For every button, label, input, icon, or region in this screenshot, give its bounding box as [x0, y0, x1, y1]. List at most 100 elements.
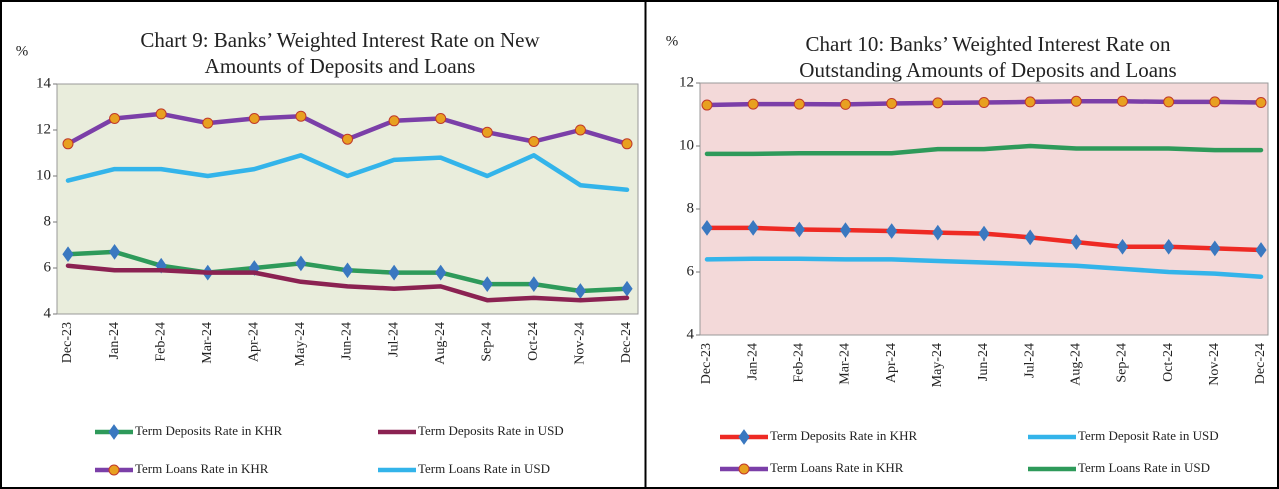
marker: [295, 255, 307, 272]
x-tick-label: Jan-24: [745, 343, 760, 380]
plot-area: [699, 82, 1269, 336]
marker: [388, 264, 400, 281]
x-tick-label: Dec-23: [60, 322, 75, 363]
marker: [886, 223, 898, 239]
x-tick-label: Nov-24: [573, 322, 588, 365]
x-tick-label: Aug-24: [1069, 343, 1084, 386]
marker: [1209, 96, 1221, 108]
marker: [738, 429, 750, 445]
marker: [1116, 238, 1129, 255]
legend-label: Term Deposits Rate in KHR: [770, 428, 917, 443]
marker: [701, 220, 713, 236]
x-tick-label: Feb-24: [153, 322, 168, 362]
series-line: [704, 256, 1264, 279]
x-tick-label: Apr-24: [247, 322, 262, 362]
marker: [248, 113, 260, 124]
marker: [435, 264, 447, 281]
x-tick-label: Dec-24: [1253, 343, 1268, 384]
x-tick-label: Mar-24: [200, 322, 215, 364]
marker: [528, 136, 540, 147]
chart-title: Chart 10: Banks’ Weighted Interest Rate …: [806, 32, 1171, 56]
x-tick-label: Sep-24: [479, 322, 494, 362]
chart: Chart 10: Banks’ Weighted Interest Rate …: [666, 32, 1269, 475]
series-line: [65, 153, 630, 193]
marker: [840, 98, 851, 110]
marker: [1163, 96, 1175, 108]
legend-label: Term Loans Rate in KHR: [135, 461, 269, 476]
marker: [1070, 234, 1082, 250]
x-tick-label: Aug-24: [433, 322, 448, 365]
marker: [435, 113, 447, 124]
y-axis-label: %: [16, 43, 29, 59]
y-tick-label: 8: [687, 200, 695, 216]
y-tick-label: 12: [36, 121, 51, 137]
marker: [1117, 95, 1128, 107]
x-tick-label: Nov-24: [1207, 343, 1222, 386]
chart-title: Outstanding Amounts of Deposits and Loan…: [799, 58, 1176, 82]
y-tick-label: 6: [687, 263, 695, 279]
marker: [574, 124, 586, 136]
marker: [62, 246, 74, 263]
marker: [108, 424, 120, 440]
chart-title: Chart 9: Banks’ Weighted Interest Rate o…: [140, 28, 540, 52]
marker: [747, 220, 759, 236]
x-tick-label: Oct-24: [526, 322, 541, 361]
marker: [341, 262, 354, 279]
y-tick-label: 10: [36, 167, 51, 183]
series-line: [704, 143, 1264, 157]
marker: [528, 276, 540, 292]
marker: [62, 138, 74, 150]
y-axis-label: %: [666, 33, 679, 49]
y-tick-label: 14: [36, 75, 52, 91]
chart: Chart 9: Banks’ Weighted Interest Rate o…: [16, 28, 639, 476]
marker: [481, 276, 493, 292]
marker: [108, 244, 121, 260]
marker: [793, 221, 805, 238]
marker: [1255, 242, 1267, 258]
y-tick-label: 6: [44, 259, 52, 275]
marker: [155, 108, 167, 120]
marker: [747, 98, 759, 110]
legend-label: Term Loans Rate in KHR: [770, 460, 904, 475]
y-tick-label: 8: [44, 213, 52, 229]
marker: [388, 115, 400, 127]
series-line: [65, 263, 630, 303]
marker: [481, 126, 493, 138]
chart-title: Amounts of Deposits and Loans: [205, 54, 476, 78]
plot-area: [56, 83, 639, 315]
x-tick-label: Dec-24: [619, 322, 634, 363]
legend-label: Term Deposits Rate in USD: [418, 423, 564, 438]
x-tick-label: Mar-24: [838, 343, 853, 385]
y-tick-label: 10: [679, 137, 694, 153]
marker: [621, 138, 633, 150]
marker: [1163, 238, 1175, 255]
x-tick-label: Feb-24: [792, 343, 807, 383]
marker: [978, 225, 990, 242]
marker: [202, 117, 214, 129]
marker: [932, 224, 944, 241]
marker: [886, 97, 898, 109]
x-tick-label: Jan-24: [107, 322, 122, 359]
x-tick-label: Sep-24: [1115, 343, 1130, 383]
marker: [1070, 95, 1082, 107]
marker: [109, 113, 121, 124]
x-tick-label: Oct-24: [1161, 343, 1176, 382]
marker: [978, 97, 990, 109]
x-tick-label: May-24: [293, 322, 308, 366]
legend-label: Term Loans Rate in USD: [418, 461, 550, 476]
marker: [793, 98, 805, 110]
x-tick-label: Apr-24: [884, 343, 899, 383]
marker: [839, 222, 852, 238]
y-tick-label: 4: [687, 326, 695, 342]
y-tick-label: 4: [44, 305, 52, 321]
marker: [295, 110, 307, 122]
marker: [1255, 97, 1267, 109]
x-tick-label: Jun-24: [340, 322, 355, 360]
x-tick-label: Jul-24: [1022, 343, 1037, 378]
x-tick-label: May-24: [930, 343, 945, 387]
legend-label: Term Deposit Rate in USD: [1078, 428, 1219, 443]
marker: [342, 133, 353, 145]
marker: [738, 463, 750, 475]
